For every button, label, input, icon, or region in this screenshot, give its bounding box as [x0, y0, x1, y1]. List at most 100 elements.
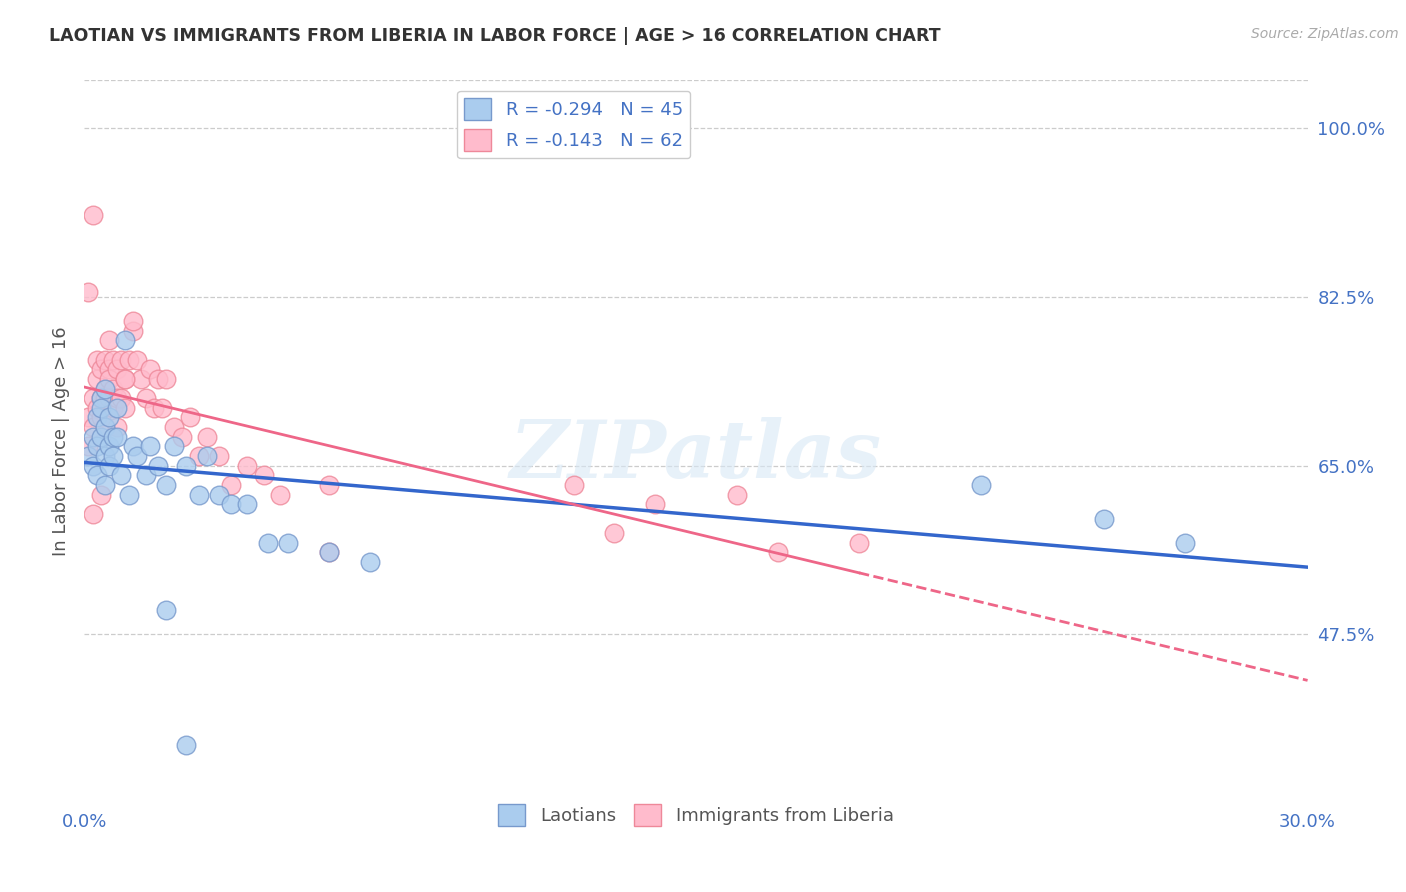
- Point: [163, 439, 186, 453]
- Point: [93, 449, 115, 463]
- Point: [155, 478, 177, 492]
- Point: [97, 391, 120, 405]
- Point: [208, 449, 231, 463]
- Point: [127, 352, 149, 367]
- Point: [138, 439, 160, 453]
- Point: [82, 420, 104, 434]
- Point: [236, 497, 259, 511]
- Point: [93, 352, 115, 367]
- Point: [77, 285, 100, 300]
- Point: [101, 352, 124, 367]
- Point: [105, 391, 128, 405]
- Point: [86, 468, 108, 483]
- Point: [93, 382, 115, 396]
- Point: [725, 487, 748, 501]
- Point: [135, 391, 157, 405]
- Point: [82, 391, 104, 405]
- Point: [122, 314, 145, 328]
- Point: [122, 439, 145, 453]
- Point: [187, 449, 209, 463]
- Point: [114, 372, 136, 386]
- Point: [105, 401, 128, 415]
- Point: [110, 468, 132, 483]
- Point: [253, 468, 276, 483]
- Point: [90, 362, 112, 376]
- Point: [101, 382, 124, 396]
- Point: [257, 535, 280, 549]
- Point: [219, 478, 242, 492]
- Point: [86, 410, 108, 425]
- Point: [86, 372, 108, 386]
- Point: [90, 401, 112, 415]
- Point: [187, 487, 209, 501]
- Point: [93, 420, 115, 434]
- Point: [195, 449, 218, 463]
- Point: [77, 439, 100, 453]
- Point: [155, 372, 177, 386]
- Point: [127, 449, 149, 463]
- Point: [105, 430, 128, 444]
- Point: [603, 526, 626, 541]
- Point: [90, 410, 112, 425]
- Point: [97, 334, 120, 348]
- Point: [142, 401, 165, 415]
- Point: [93, 382, 115, 396]
- Point: [82, 208, 104, 222]
- Point: [110, 391, 132, 405]
- Text: LAOTIAN VS IMMIGRANTS FROM LIBERIA IN LABOR FORCE | AGE > 16 CORRELATION CHART: LAOTIAN VS IMMIGRANTS FROM LIBERIA IN LA…: [49, 27, 941, 45]
- Point: [82, 507, 104, 521]
- Point: [208, 487, 231, 501]
- Point: [1092, 511, 1115, 525]
- Point: [77, 449, 100, 463]
- Point: [90, 391, 112, 405]
- Point: [163, 420, 186, 434]
- Point: [97, 362, 120, 376]
- Point: [318, 545, 340, 559]
- Point: [77, 410, 100, 425]
- Point: [269, 487, 291, 501]
- Point: [118, 487, 141, 501]
- Point: [277, 535, 299, 549]
- Point: [114, 401, 136, 415]
- Point: [86, 439, 108, 453]
- Point: [90, 391, 112, 405]
- Point: [97, 439, 120, 453]
- Point: [82, 430, 104, 444]
- Point: [146, 458, 169, 473]
- Point: [318, 478, 340, 492]
- Point: [86, 401, 108, 415]
- Point: [97, 458, 120, 473]
- Point: [138, 362, 160, 376]
- Point: [93, 420, 115, 434]
- Point: [86, 352, 108, 367]
- Point: [318, 545, 340, 559]
- Point: [146, 372, 169, 386]
- Point: [195, 430, 218, 444]
- Point: [174, 738, 197, 752]
- Point: [114, 372, 136, 386]
- Point: [90, 430, 112, 444]
- Point: [219, 497, 242, 511]
- Point: [118, 352, 141, 367]
- Text: ZIPatlas: ZIPatlas: [510, 417, 882, 495]
- Legend: Laotians, Immigrants from Liberia: Laotians, Immigrants from Liberia: [491, 797, 901, 833]
- Text: Source: ZipAtlas.com: Source: ZipAtlas.com: [1251, 27, 1399, 41]
- Point: [848, 535, 870, 549]
- Point: [135, 468, 157, 483]
- Point: [105, 420, 128, 434]
- Point: [101, 449, 124, 463]
- Point: [101, 430, 124, 444]
- Point: [644, 497, 666, 511]
- Point: [93, 478, 115, 492]
- Point: [150, 401, 173, 415]
- Point: [82, 458, 104, 473]
- Point: [155, 603, 177, 617]
- Point: [97, 372, 120, 386]
- Point: [179, 410, 201, 425]
- Point: [90, 487, 112, 501]
- Point: [122, 324, 145, 338]
- Point: [236, 458, 259, 473]
- Point: [174, 458, 197, 473]
- Point: [114, 334, 136, 348]
- Point: [562, 478, 585, 492]
